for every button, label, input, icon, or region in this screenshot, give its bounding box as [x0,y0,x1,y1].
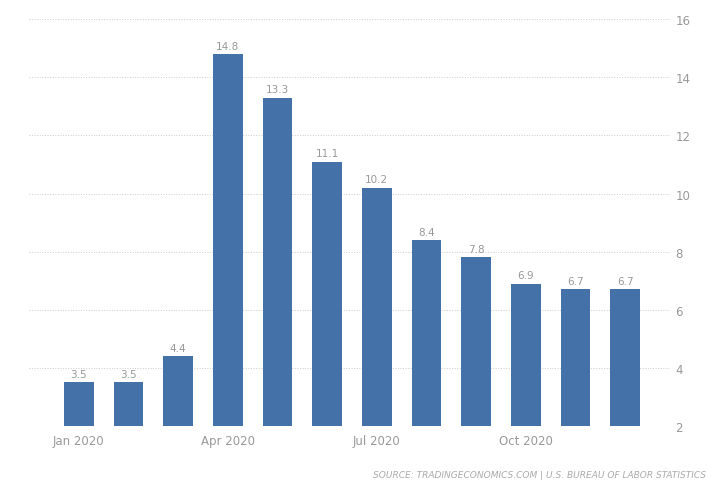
Text: 3.5: 3.5 [71,369,87,379]
Bar [461,258,491,484]
Bar [561,290,590,484]
Bar [610,290,640,484]
Text: 6.7: 6.7 [567,276,584,286]
Text: 4.4: 4.4 [170,343,186,353]
Bar [312,162,342,484]
Text: 13.3: 13.3 [266,85,289,95]
Bar [163,356,193,484]
Bar [114,382,143,484]
Text: 7.8: 7.8 [468,244,484,255]
Text: 6.9: 6.9 [518,271,534,281]
Bar [213,55,242,484]
Text: SOURCE: TRADINGECONOMICS.COM | U.S. BUREAU OF LABOR STATISTICS: SOURCE: TRADINGECONOMICS.COM | U.S. BURE… [373,470,706,479]
Text: 10.2: 10.2 [365,175,388,185]
Bar [64,382,94,484]
Bar [362,188,392,484]
Text: 11.1: 11.1 [315,149,339,159]
Bar [511,284,541,484]
Text: 14.8: 14.8 [216,42,240,52]
Text: 3.5: 3.5 [120,369,137,379]
Text: 8.4: 8.4 [418,227,435,237]
Bar [411,241,441,484]
Text: 6.7: 6.7 [617,276,633,286]
Bar [263,99,293,484]
